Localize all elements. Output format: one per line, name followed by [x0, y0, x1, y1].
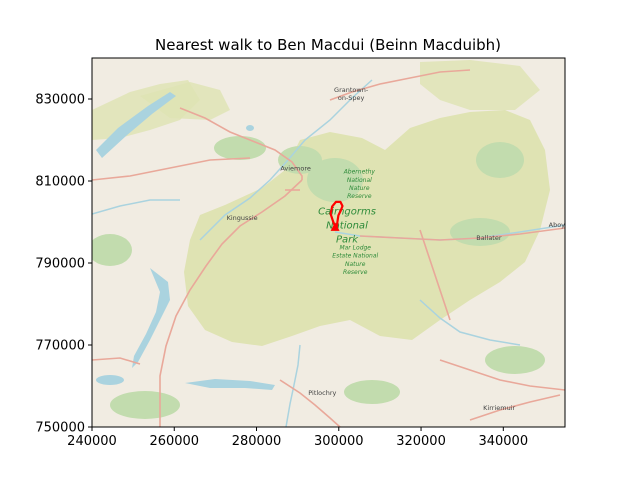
- forest-south: [344, 380, 400, 404]
- park-area-northeast: [420, 60, 540, 110]
- park-label: Reserve: [347, 193, 372, 200]
- forest-aviemore: [278, 146, 322, 174]
- road-deeside: [359, 227, 565, 241]
- road-pitlochry: [279, 379, 341, 427]
- river-southeast: [419, 299, 521, 346]
- x-tick-label: 240000: [67, 434, 117, 449]
- park-label: Cairngorms: [318, 207, 376, 218]
- road-southeast: [439, 359, 565, 391]
- road-southwest: [92, 357, 141, 365]
- national-park-area: [184, 110, 550, 346]
- x-tick-label: 320000: [396, 434, 446, 449]
- park-label: Estate National: [332, 253, 378, 260]
- basemap: Grantown-on-Spey Aviemore Kingussie Ballate…: [92, 58, 574, 427]
- walk-route: [329, 200, 344, 229]
- forest-west: [214, 136, 266, 160]
- axes-frame: [91, 57, 566, 428]
- park-label: Nature: [349, 185, 370, 192]
- place-label: Aviemore: [280, 164, 311, 172]
- road-north: [329, 69, 471, 101]
- x-tick-label: 300000: [314, 434, 364, 449]
- x-axis: 240000 260000 280000 300000 320000 340000: [67, 427, 528, 449]
- basemap-layers: [92, 60, 565, 427]
- forest-east: [476, 142, 524, 178]
- road-a9-south: [159, 179, 303, 427]
- river-garry: [285, 344, 301, 427]
- loch-southwest: [96, 375, 124, 385]
- park-label: Park: [336, 235, 359, 246]
- road-glenshee: [419, 229, 451, 321]
- y-tick-label: 810000: [35, 175, 85, 190]
- park-label: Abernethy: [343, 169, 376, 176]
- park-label: Reserve: [343, 269, 368, 276]
- y-tick-label: 750000: [35, 421, 85, 436]
- x-tick-label: 260000: [149, 434, 199, 449]
- forest-abernethy: [307, 158, 363, 202]
- park-label: National: [347, 177, 372, 184]
- road-a9-north: [179, 107, 303, 180]
- place-label: Pitlochry: [308, 389, 336, 397]
- place-label: Kirriemuir: [483, 404, 515, 412]
- loch-ness: [96, 92, 176, 158]
- place-labels: Grantown-on-Spey Aviemore Kingussie Ballate…: [227, 58, 574, 412]
- place-label: on-Spey: [338, 94, 365, 102]
- forest-westedge: [92, 234, 132, 266]
- place-label: Kingussie: [227, 214, 258, 222]
- y-axis: 750000 770000 790000 810000 830000: [35, 93, 92, 436]
- road-west: [92, 157, 251, 181]
- park-label: Nature: [345, 261, 366, 268]
- lochan-north: [246, 125, 254, 131]
- park-label: Mar Lodge: [339, 244, 371, 251]
- y-tick-label: 770000: [35, 339, 85, 354]
- river-west: [92, 199, 180, 215]
- forest-southwest: [110, 391, 180, 419]
- park-area-north: [140, 82, 230, 120]
- y-tick-label: 790000: [35, 257, 85, 272]
- place-label: Grantown-: [334, 86, 369, 94]
- place-label: Ballater: [476, 234, 502, 242]
- x-tick-label: 340000: [478, 434, 528, 449]
- forest-southeast: [485, 346, 545, 374]
- summit-marker: [330, 222, 340, 231]
- road-kirriemuir: [469, 394, 561, 421]
- loch-rannoch: [185, 379, 275, 390]
- x-tick-label: 280000: [232, 434, 282, 449]
- walk-route-layer: [329, 200, 344, 231]
- y-tick-label: 830000: [35, 93, 85, 108]
- loch-ericht: [132, 268, 170, 368]
- park-label: National: [326, 221, 368, 232]
- chart-title: Nearest walk to Ben Macdui (Beinn Macdui…: [155, 36, 501, 54]
- place-label: Aboyne: [549, 221, 574, 229]
